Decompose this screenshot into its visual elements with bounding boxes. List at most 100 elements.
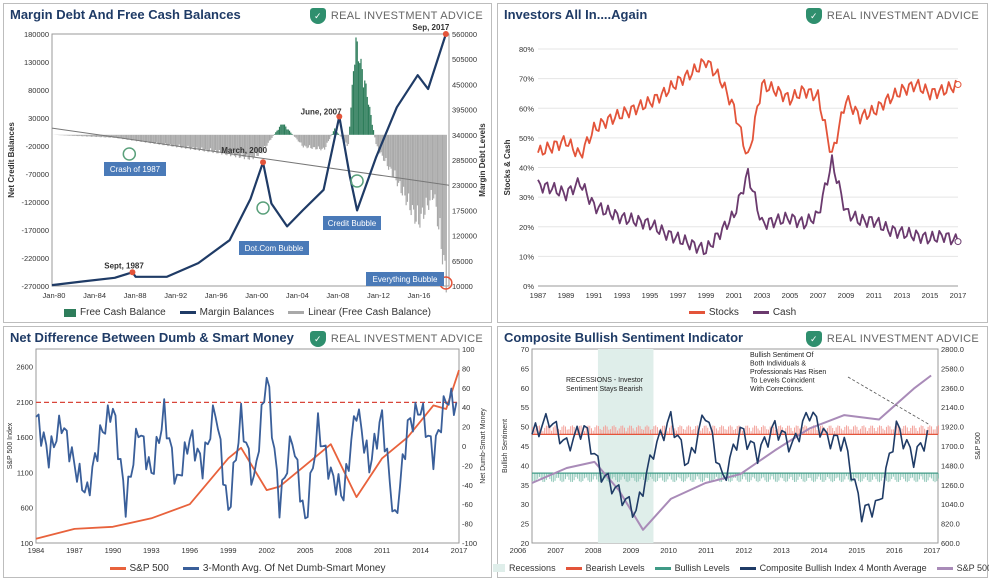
bullish-bar: [780, 473, 782, 478]
bullish-bar: [707, 473, 709, 479]
y-tick-label: -170000: [21, 226, 49, 235]
panel-title: Composite Bullish Sentiment Indicator: [504, 330, 744, 345]
bullish-bar: [648, 473, 650, 481]
bullish-bar: [816, 473, 818, 480]
dumb-smart-chart: 2600 2100 1600 1100 600 100 100 80 60 40 20 0 -20 -40…: [7, 345, 487, 555]
free-cash-bar: [306, 134, 308, 149]
bearish-bar: [617, 430, 619, 435]
free-cash-bar: [286, 129, 288, 135]
bearish-bar: [842, 430, 844, 435]
free-cash-bar: [382, 134, 385, 161]
dumb-smart-panel: Net Difference Between Dumb & Smart Mone…: [3, 326, 492, 578]
free-cash-bar: [408, 134, 410, 194]
y-axis-label: Net Credit Balances: [7, 122, 16, 198]
y2-tick-label: 2580.0: [941, 364, 964, 373]
bullish-bar: [885, 473, 887, 481]
free-cash-bar: [364, 80, 366, 135]
bullish-bar: [651, 473, 653, 479]
bullish-bar: [870, 473, 872, 482]
y-tick-label: 65: [521, 364, 529, 373]
bearish-bar: [545, 425, 547, 435]
bearish-bar: [578, 425, 580, 435]
bearish-bar: [629, 425, 631, 435]
free-cash-bar: [84, 134, 86, 137]
bullish-bar: [925, 473, 927, 483]
free-cash-bar: [134, 134, 136, 141]
bullish-bar: [556, 473, 558, 478]
bullish-bar: [630, 473, 632, 478]
bullish-bar: [674, 473, 676, 483]
bearish-bar: [700, 430, 702, 435]
bullish-bar: [847, 473, 849, 480]
bearish-bar: [795, 425, 797, 435]
x-tick-label: 2015: [922, 291, 939, 300]
bearish-bar: [603, 426, 605, 435]
bullish-bar: [564, 473, 566, 480]
bearish-bar: [590, 428, 592, 435]
free-cash-bar: [122, 134, 124, 140]
bullish-bar: [695, 473, 697, 480]
free-cash-bar: [201, 134, 203, 148]
y-tick-label: 1600: [16, 433, 33, 442]
bullish-bar: [533, 473, 535, 483]
free-cash-bar: [291, 133, 293, 135]
bearish-bar: [717, 430, 719, 435]
bearish-bar: [915, 428, 917, 435]
bearish-bar: [851, 429, 853, 435]
free-cash-bar: [268, 134, 271, 141]
bullish-bar: [809, 473, 811, 478]
x-tick-label: Jan-80: [43, 291, 66, 300]
free-cash-bar: [416, 134, 419, 206]
bullish-bar: [792, 473, 794, 481]
bearish-bar: [747, 425, 749, 435]
bearish-bar: [865, 427, 867, 435]
bearish-bar: [641, 429, 643, 435]
y2-tick-label: 1700.0: [941, 442, 964, 451]
free-cash-bar: [235, 134, 237, 158]
free-cash-bar: [75, 134, 78, 136]
free-cash-bar: [114, 134, 116, 138]
bearish-bar: [608, 429, 610, 435]
bearish-bar: [563, 425, 565, 435]
free-cash-bar: [124, 134, 126, 139]
free-cash-bar: [282, 124, 284, 135]
free-cash-bar: [192, 134, 194, 148]
bearish-bar: [778, 426, 780, 435]
free-cash-bar: [322, 134, 324, 148]
free-cash-bar: [278, 126, 281, 135]
free-cash-bar: [320, 134, 322, 151]
x-tick-label: 2008: [585, 546, 602, 555]
bullish-bar: [615, 473, 617, 481]
free-cash-bar: [211, 134, 213, 152]
bearish-bar: [636, 427, 638, 435]
free-cash-bar: [345, 134, 347, 143]
bullish-bar: [547, 473, 549, 477]
free-cash-bar: [151, 134, 153, 143]
bearish-bar: [695, 426, 697, 435]
bullish-bar: [623, 473, 625, 480]
annotation-box-label: Credit Bubble: [328, 219, 377, 228]
bullish-bar: [915, 473, 917, 483]
bullish-bar: [559, 473, 561, 481]
free-cash-bar: [263, 134, 266, 147]
bullish-bar: [773, 473, 775, 480]
free-cash-bar: [169, 134, 172, 145]
bullish-bar: [932, 473, 934, 482]
end-marker: [954, 238, 962, 246]
bullish-bar: [743, 473, 745, 477]
free-cash-bar: [156, 134, 158, 142]
bullish-bar: [620, 473, 622, 480]
x-tick-label: 1996: [181, 546, 198, 555]
bearish-bar: [571, 425, 573, 435]
bearish-bar: [736, 426, 738, 435]
plot-frame: [531, 348, 939, 544]
y-tick-label: 70: [521, 345, 529, 354]
bullish-bar: [781, 473, 783, 479]
free-cash-bar: [433, 134, 435, 199]
bearish-bar: [724, 429, 726, 435]
free-cash-bar: [324, 134, 326, 150]
bullish-bar: [835, 473, 837, 479]
end-marker: [954, 81, 962, 89]
y-tick-label: 0%: [523, 282, 534, 291]
free-cash-bar: [135, 134, 138, 142]
